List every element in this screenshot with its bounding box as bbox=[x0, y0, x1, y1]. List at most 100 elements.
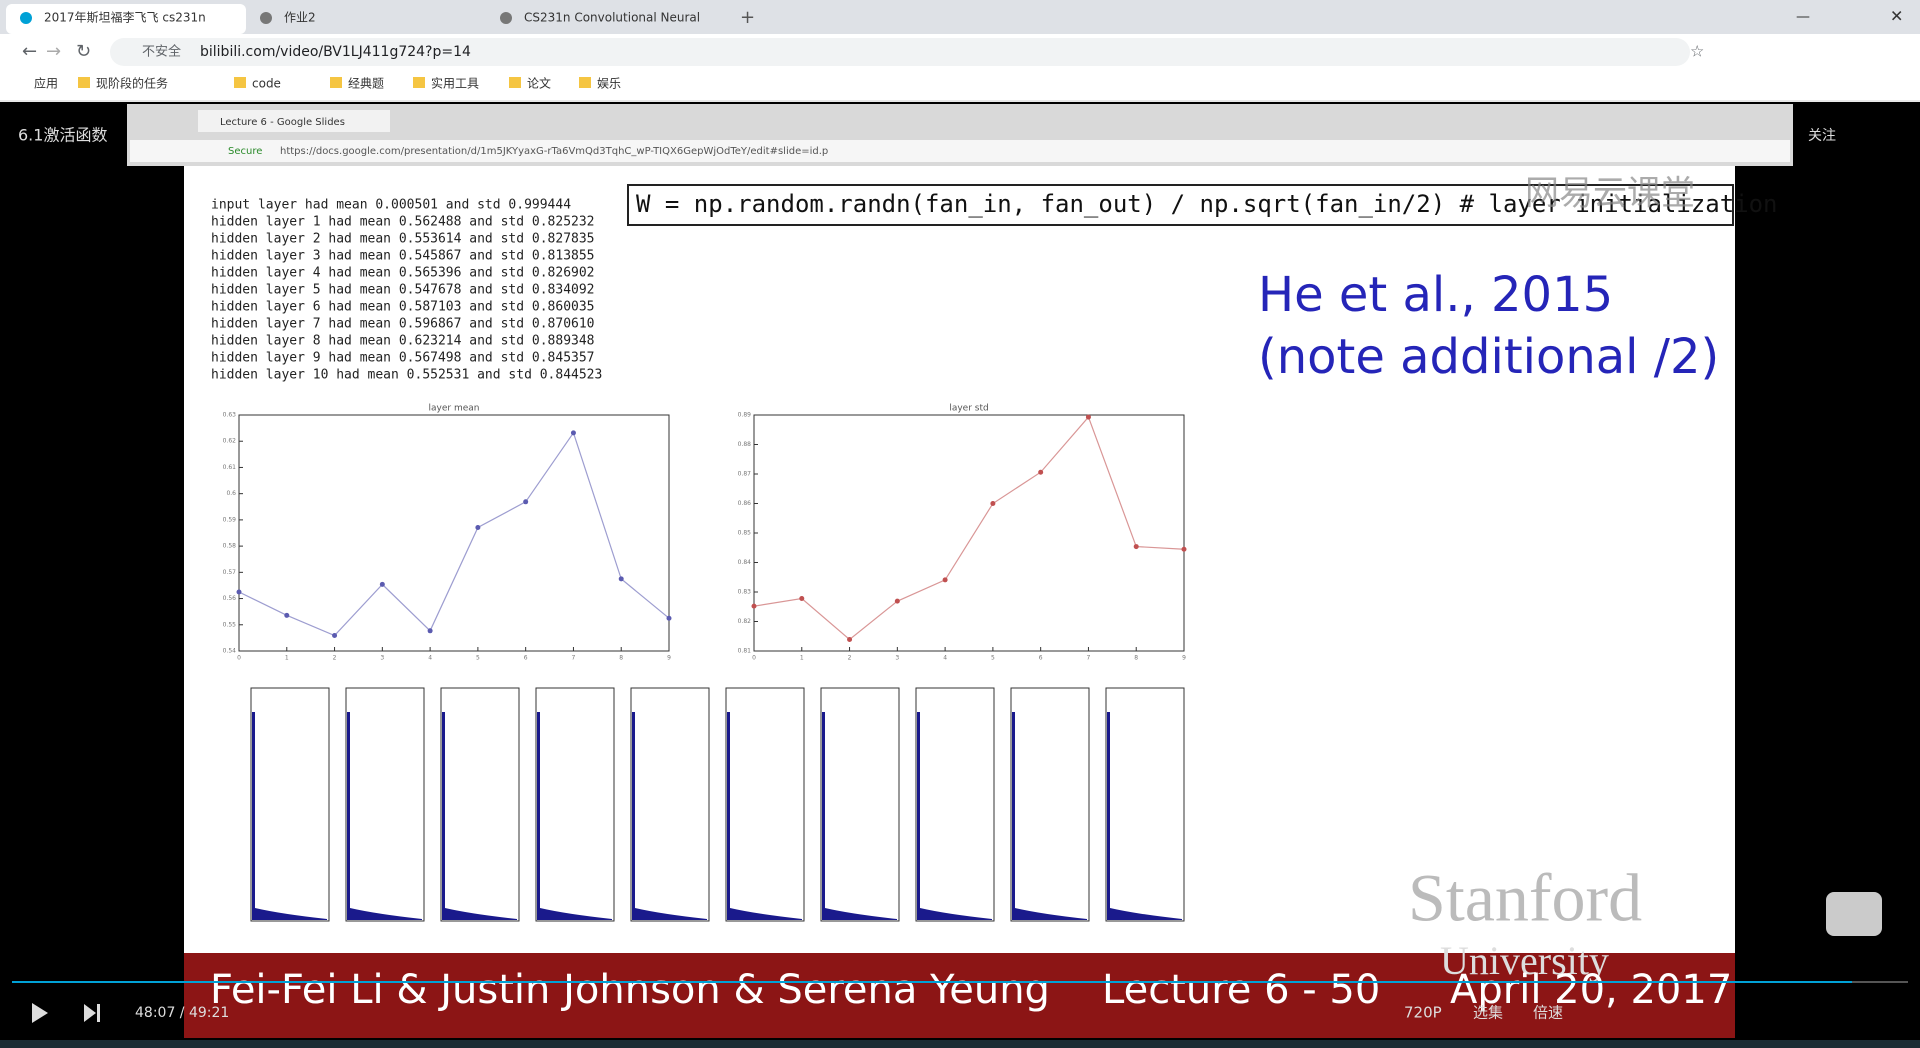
progress-played bbox=[12, 981, 1852, 983]
tab-strip bbox=[0, 0, 1920, 34]
close-button[interactable]: ✕ bbox=[1890, 7, 1903, 26]
speed-button[interactable]: 倍速 bbox=[1533, 1004, 1563, 1022]
histogram-frame bbox=[345, 687, 425, 922]
data-point bbox=[618, 576, 624, 582]
data-point bbox=[523, 499, 529, 505]
star-button[interactable]: ☆ bbox=[1690, 42, 1704, 61]
y-tick-label: 0.58 bbox=[223, 543, 237, 550]
y-tick-label: 0.61 bbox=[223, 464, 237, 471]
forward-button[interactable]: → bbox=[46, 41, 61, 62]
data-point bbox=[751, 603, 757, 609]
x-tick-label: 8 bbox=[1134, 655, 1138, 662]
dynamic-layer: 2017年斯坦福李飞飞 cs231n 作业2 CS231n Convolutiona… bbox=[6, 4, 1187, 922]
footer-date: April 20, 2017 bbox=[1450, 967, 1732, 1013]
histogram-tail bbox=[635, 908, 707, 920]
data-point bbox=[332, 633, 338, 639]
reload-button[interactable]: ↻ bbox=[76, 41, 91, 62]
histogram-frame bbox=[915, 687, 995, 922]
episodes-button[interactable]: 选集 bbox=[1473, 1004, 1503, 1022]
back-button[interactable]: ← bbox=[22, 41, 37, 62]
bookmark[interactable]: 现阶段的任务 bbox=[96, 76, 168, 91]
minimize-button[interactable]: — bbox=[1796, 9, 1810, 25]
bookmark[interactable]: code bbox=[252, 77, 281, 91]
code-output-line: hidden layer 8 had mean 0.623214 and std… bbox=[211, 334, 595, 349]
code-output-line: hidden layer 1 had mean 0.562488 and std… bbox=[211, 215, 595, 230]
mini-player-icon[interactable] bbox=[1826, 892, 1882, 936]
tab-title[interactable]: 作业2 bbox=[284, 11, 316, 25]
histogram-tail bbox=[255, 908, 327, 920]
data-point bbox=[990, 501, 996, 506]
tab-active[interactable] bbox=[6, 4, 246, 34]
histogram-tail bbox=[445, 908, 517, 920]
x-tick-label: 1 bbox=[800, 655, 804, 662]
data-point bbox=[427, 628, 433, 634]
omnibox[interactable] bbox=[110, 38, 1690, 66]
histogram-frame bbox=[535, 687, 615, 922]
inner-tab bbox=[198, 110, 390, 132]
headline-1: He et al., 2015 bbox=[1258, 267, 1613, 323]
code-output-line: hidden layer 7 had mean 0.596867 and std… bbox=[211, 317, 595, 332]
y-tick-label: 0.89 bbox=[738, 412, 752, 419]
bookmark[interactable]: 论文 bbox=[527, 76, 551, 91]
bookmark[interactable]: 应用 bbox=[34, 76, 58, 91]
y-tick-label: 0.81 bbox=[738, 648, 752, 655]
tab-icon bbox=[260, 12, 272, 24]
x-tick-label: 6 bbox=[524, 655, 528, 662]
x-tick-label: 2 bbox=[333, 655, 337, 662]
data-point bbox=[942, 577, 948, 583]
histogram-tail bbox=[825, 908, 897, 920]
bookmark[interactable]: 实用工具 bbox=[431, 76, 479, 91]
y-tick-label: 0.55 bbox=[223, 621, 237, 628]
x-tick-label: 9 bbox=[667, 655, 671, 662]
quality-button[interactable]: 720P bbox=[1404, 1004, 1442, 1022]
histogram-frame bbox=[725, 687, 805, 922]
histogram-spike bbox=[632, 712, 635, 920]
x-tick-label: 5 bbox=[476, 655, 480, 662]
data-point bbox=[236, 589, 242, 595]
x-tick-label: 3 bbox=[895, 655, 899, 662]
histogram-tail bbox=[920, 908, 992, 920]
histogram-frame bbox=[1010, 687, 1090, 922]
y-tick-label: 0.6 bbox=[226, 490, 236, 497]
url[interactable]: bilibili.com/video/BV1LJ411g724?p=14 bbox=[200, 44, 471, 60]
time: 48:07 / 49:21 bbox=[135, 1005, 229, 1021]
chart-title: layer mean bbox=[429, 404, 480, 414]
data-point bbox=[1133, 544, 1139, 550]
code-box bbox=[627, 184, 1734, 226]
chart-frame bbox=[238, 414, 670, 652]
security-label: 不安全 bbox=[142, 44, 181, 60]
follow-button[interactable]: 关注 bbox=[1808, 128, 1836, 144]
histogram-spike bbox=[347, 712, 350, 920]
histogram-frame bbox=[630, 687, 710, 922]
histogram-tail bbox=[1015, 908, 1087, 920]
y-tick-label: 0.63 bbox=[223, 412, 237, 419]
bookmark[interactable]: 经典题 bbox=[348, 77, 384, 91]
play-button[interactable] bbox=[32, 1003, 48, 1023]
inner-secure: Secure bbox=[228, 146, 262, 157]
y-tick-label: 0.54 bbox=[223, 648, 237, 655]
new-tab-button[interactable]: + bbox=[740, 7, 755, 28]
histogram-spike bbox=[1107, 712, 1110, 920]
code-output-line: hidden layer 10 had mean 0.552531 and st… bbox=[211, 368, 602, 383]
data-point bbox=[570, 430, 576, 436]
tab-title[interactable]: 2017年斯坦福李飞飞 cs231n bbox=[44, 10, 206, 25]
data-point bbox=[894, 598, 900, 604]
inner-tab-title: Lecture 6 - Google Slides bbox=[220, 117, 345, 128]
bookmark[interactable]: 娱乐 bbox=[597, 77, 621, 91]
x-tick-label: 5 bbox=[991, 655, 995, 662]
x-tick-label: 1 bbox=[285, 655, 289, 662]
y-tick-label: 0.88 bbox=[738, 441, 752, 448]
y-tick-label: 0.83 bbox=[738, 589, 752, 596]
y-tick-label: 0.62 bbox=[223, 438, 237, 445]
histogram-spike bbox=[1012, 712, 1015, 920]
code-output-line: hidden layer 3 had mean 0.545867 and std… bbox=[211, 249, 595, 264]
histogram-spike bbox=[822, 712, 825, 920]
footer-authors: Fei-Fei Li & Justin Johnson & Serena Yeu… bbox=[210, 967, 1050, 1013]
data-point bbox=[1181, 546, 1187, 552]
university-2: University bbox=[1440, 938, 1609, 983]
tab-title[interactable]: CS231n Convolutional Neural bbox=[524, 11, 700, 25]
bookmark-folder-icon bbox=[579, 77, 591, 88]
x-tick-label: 4 bbox=[428, 655, 432, 662]
next-button[interactable] bbox=[84, 1004, 100, 1022]
